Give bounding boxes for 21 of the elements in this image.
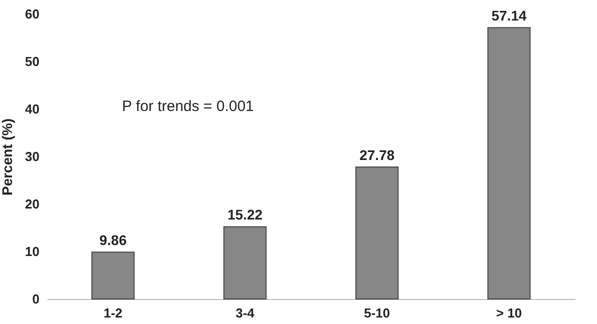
y-tick-label: 20 <box>25 196 40 212</box>
bar <box>355 166 399 300</box>
data-label: 9.86 <box>99 232 127 248</box>
y-tick-label: 30 <box>25 149 40 164</box>
x-tick-label: > 10 <box>496 306 522 320</box>
y-tick-label: 0 <box>32 292 40 306</box>
bar <box>223 226 267 300</box>
y-tick-label: 60 <box>25 6 40 22</box>
data-label: 57.14 <box>491 8 527 24</box>
x-tick-label: 5-10 <box>364 306 390 320</box>
bar <box>487 27 531 300</box>
y-tick-label: 10 <box>25 244 40 259</box>
x-tick-label: 1-2 <box>104 306 122 320</box>
data-label: 15.22 <box>227 206 263 223</box>
y-tick-label: 50 <box>25 54 40 69</box>
x-tick-label: 3-4 <box>236 306 256 320</box>
y-tick-label: 40 <box>25 102 40 116</box>
bar <box>91 252 135 300</box>
data-label: 27.78 <box>359 147 395 164</box>
annotation: P for trends = 0.001 <box>122 98 254 115</box>
y-axis-title: Percent (%) <box>0 118 16 196</box>
